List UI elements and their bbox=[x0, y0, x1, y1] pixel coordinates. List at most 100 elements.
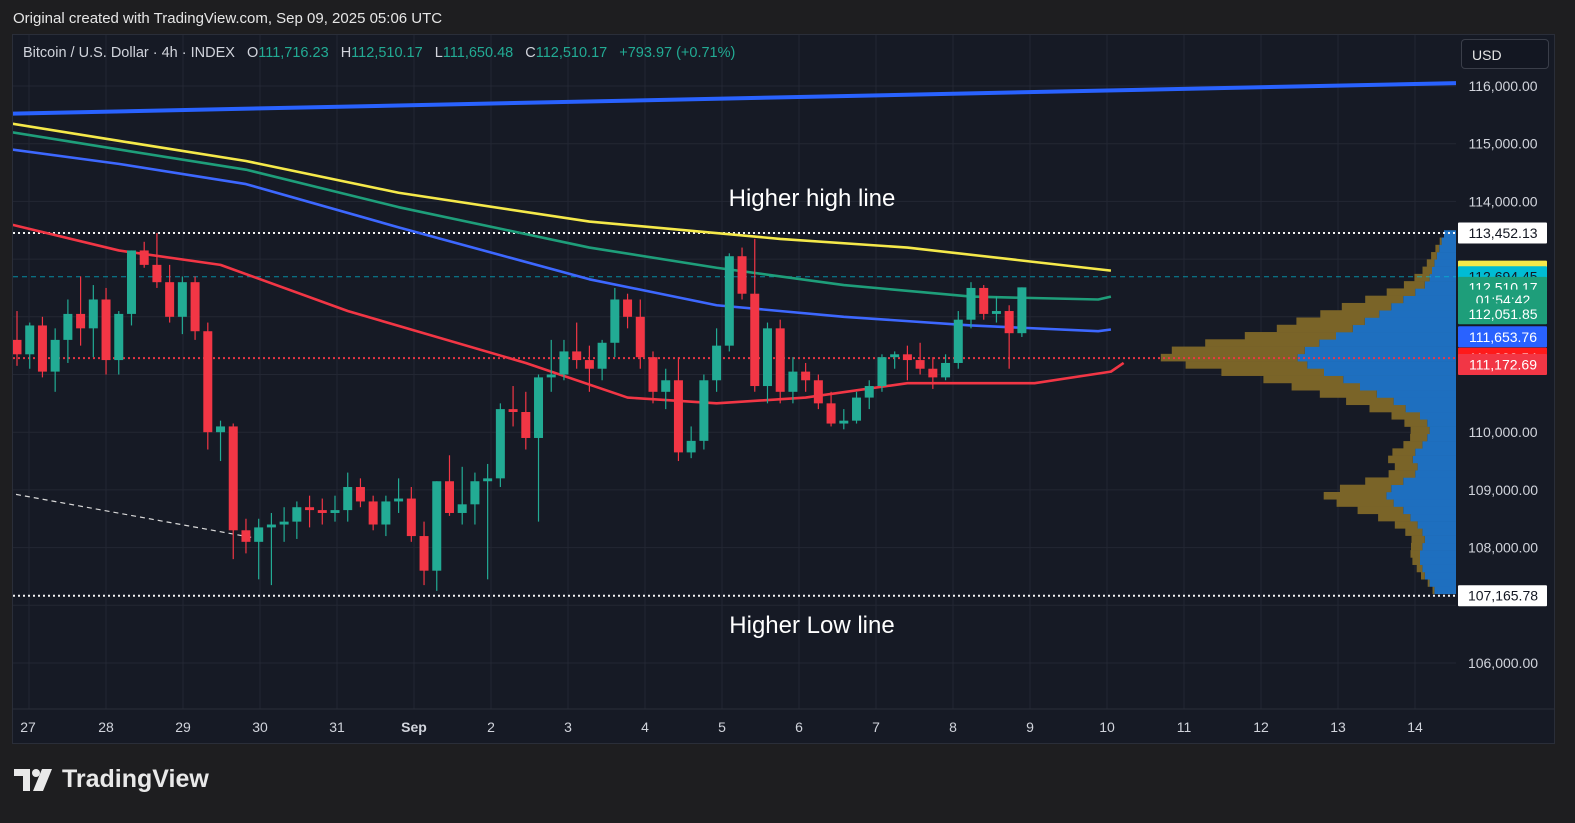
x-axis-tick-label: 3 bbox=[564, 719, 572, 735]
candle-body bbox=[826, 403, 836, 424]
price-label-badge bbox=[1458, 354, 1547, 376]
volume-profile-bar-up bbox=[1403, 506, 1456, 515]
x-axis-tick-label: 6 bbox=[795, 719, 803, 735]
higher-low-label: Higher Low line bbox=[729, 612, 894, 639]
candle-body bbox=[457, 504, 467, 513]
candle-body bbox=[801, 371, 811, 381]
volume-profile-bar-up bbox=[1420, 550, 1456, 558]
candle-body bbox=[584, 360, 594, 369]
volume-profile-bar-up bbox=[1410, 513, 1456, 522]
candle-body bbox=[241, 530, 251, 542]
volume-profile-bar-up bbox=[1391, 484, 1456, 493]
volume-profile-bar-down bbox=[1410, 433, 1428, 442]
x-axis-tick-label: 9 bbox=[1026, 719, 1034, 735]
y-axis-tick-label: 110,000.00 bbox=[1468, 424, 1537, 440]
volume-profile-bar-up bbox=[1393, 499, 1456, 507]
candle-body bbox=[381, 501, 391, 525]
volume-profile-bar-down bbox=[1391, 412, 1420, 420]
candle-body bbox=[165, 282, 175, 317]
y-axis-tick-label: 109,000.00 bbox=[1468, 482, 1538, 498]
volume-profile-bar-down bbox=[1296, 317, 1365, 326]
volume-profile-bar-down bbox=[1185, 361, 1308, 369]
x-axis-tick-label: 5 bbox=[718, 719, 726, 735]
symbol-name[interactable]: Bitcoin / U.S. Dollar · 4h · INDEX bbox=[23, 45, 235, 61]
x-axis-tick-label: 28 bbox=[98, 719, 114, 735]
volume-profile-bar-down bbox=[1414, 273, 1430, 282]
y-axis-tick-label: 115,000.00 bbox=[1468, 136, 1537, 152]
volume-profile-bar-up bbox=[1376, 390, 1456, 398]
volume-profile-bar-down bbox=[1439, 237, 1442, 246]
volume-profile-bar-up bbox=[1324, 368, 1456, 376]
candle-body bbox=[941, 362, 951, 378]
volume-profile-bar-up bbox=[1417, 462, 1456, 471]
volume-profile-bar-up bbox=[1352, 324, 1456, 333]
x-axis-tick-label: 12 bbox=[1253, 719, 1269, 735]
volume-profile-bar-down bbox=[1320, 310, 1380, 318]
volume-profile-bar-up bbox=[1422, 542, 1456, 551]
volume-profile-bar-up bbox=[1420, 557, 1456, 565]
currency-selector[interactable]: USD bbox=[1461, 39, 1549, 69]
open-value: 111,716.23 bbox=[258, 45, 329, 61]
candle-body bbox=[50, 339, 60, 372]
candle-body bbox=[88, 299, 98, 329]
y-axis-tick-label: 114,000.00 bbox=[1468, 193, 1537, 209]
volume-profile-bar-down bbox=[1171, 346, 1305, 355]
candle-body bbox=[419, 536, 429, 571]
candle-body bbox=[266, 524, 276, 528]
price-label-badge bbox=[1458, 222, 1547, 244]
volume-profile-bar-down bbox=[1365, 295, 1404, 304]
plot-area bbox=[13, 35, 1456, 709]
volume-profile-bar-up bbox=[1297, 353, 1456, 362]
x-axis-tick-label: 8 bbox=[949, 719, 957, 735]
volume-profile-bar-down bbox=[1410, 550, 1420, 558]
candle-body bbox=[648, 357, 658, 392]
volume-profile-bar-down bbox=[1427, 579, 1430, 587]
volume-profile-bar-down bbox=[1357, 506, 1404, 515]
candle-body bbox=[139, 250, 149, 265]
volume-profile-bar-up bbox=[1393, 397, 1456, 406]
candle-body bbox=[902, 354, 912, 361]
volume-profile-bar-up bbox=[1417, 521, 1456, 529]
volume-profile-bar-down bbox=[1378, 513, 1411, 522]
volume-profile-bar-up bbox=[1444, 230, 1456, 238]
volume-profile-bar-down bbox=[1431, 252, 1437, 260]
candle-body bbox=[330, 510, 340, 513]
x-axis-tick-label: 10 bbox=[1099, 719, 1115, 735]
volume-profile-bar-down bbox=[1323, 491, 1387, 500]
volume-profile-bar-up bbox=[1391, 302, 1456, 311]
trendline-rising-support bbox=[13, 493, 261, 540]
volume-profile-bar-up bbox=[1424, 281, 1456, 289]
low-label: L bbox=[434, 45, 443, 61]
volume-profile-bar-down bbox=[1394, 521, 1418, 529]
candle-body bbox=[673, 380, 683, 453]
volume-profile-bar-down bbox=[1221, 368, 1324, 376]
x-axis-tick-label: 11 bbox=[1177, 719, 1192, 735]
x-axis-tick-label: 7 bbox=[872, 719, 880, 735]
volume-profile-bar-down bbox=[1403, 281, 1425, 289]
candle-body bbox=[775, 328, 785, 392]
volume-profile-bar-up bbox=[1441, 237, 1456, 246]
volume-profile-bar-up bbox=[1403, 295, 1456, 304]
higher-high-label: Higher high line bbox=[729, 185, 896, 212]
x-axis-tick-label: 4 bbox=[641, 719, 649, 735]
volume-profile-bar-up bbox=[1429, 579, 1456, 587]
moving-average-line bbox=[13, 148, 1112, 333]
price-label-badge bbox=[1458, 585, 1547, 607]
y-axis-tick-label: 116,000.00 bbox=[1468, 78, 1537, 94]
volume-profile-bar-up bbox=[1412, 455, 1456, 464]
volume-profile-bar-up bbox=[1304, 346, 1456, 355]
volume-profile-bar-down bbox=[1339, 484, 1392, 493]
candle-body bbox=[152, 264, 162, 283]
volume-profile-bar-up bbox=[1434, 259, 1456, 267]
volume-profile-bar-down bbox=[1336, 499, 1394, 507]
candle-body bbox=[254, 527, 264, 542]
candle-body bbox=[1004, 311, 1014, 334]
volume-profile-bar-down bbox=[1244, 332, 1336, 340]
candle-body bbox=[101, 299, 111, 361]
volume-profile-bar-up bbox=[1343, 375, 1456, 384]
export-header-note: Original created with TradingView.com, S… bbox=[13, 10, 443, 27]
candle-body bbox=[279, 521, 289, 525]
volume-profile-bar-down bbox=[1422, 266, 1432, 275]
volume-profile-bar-up bbox=[1432, 266, 1456, 275]
